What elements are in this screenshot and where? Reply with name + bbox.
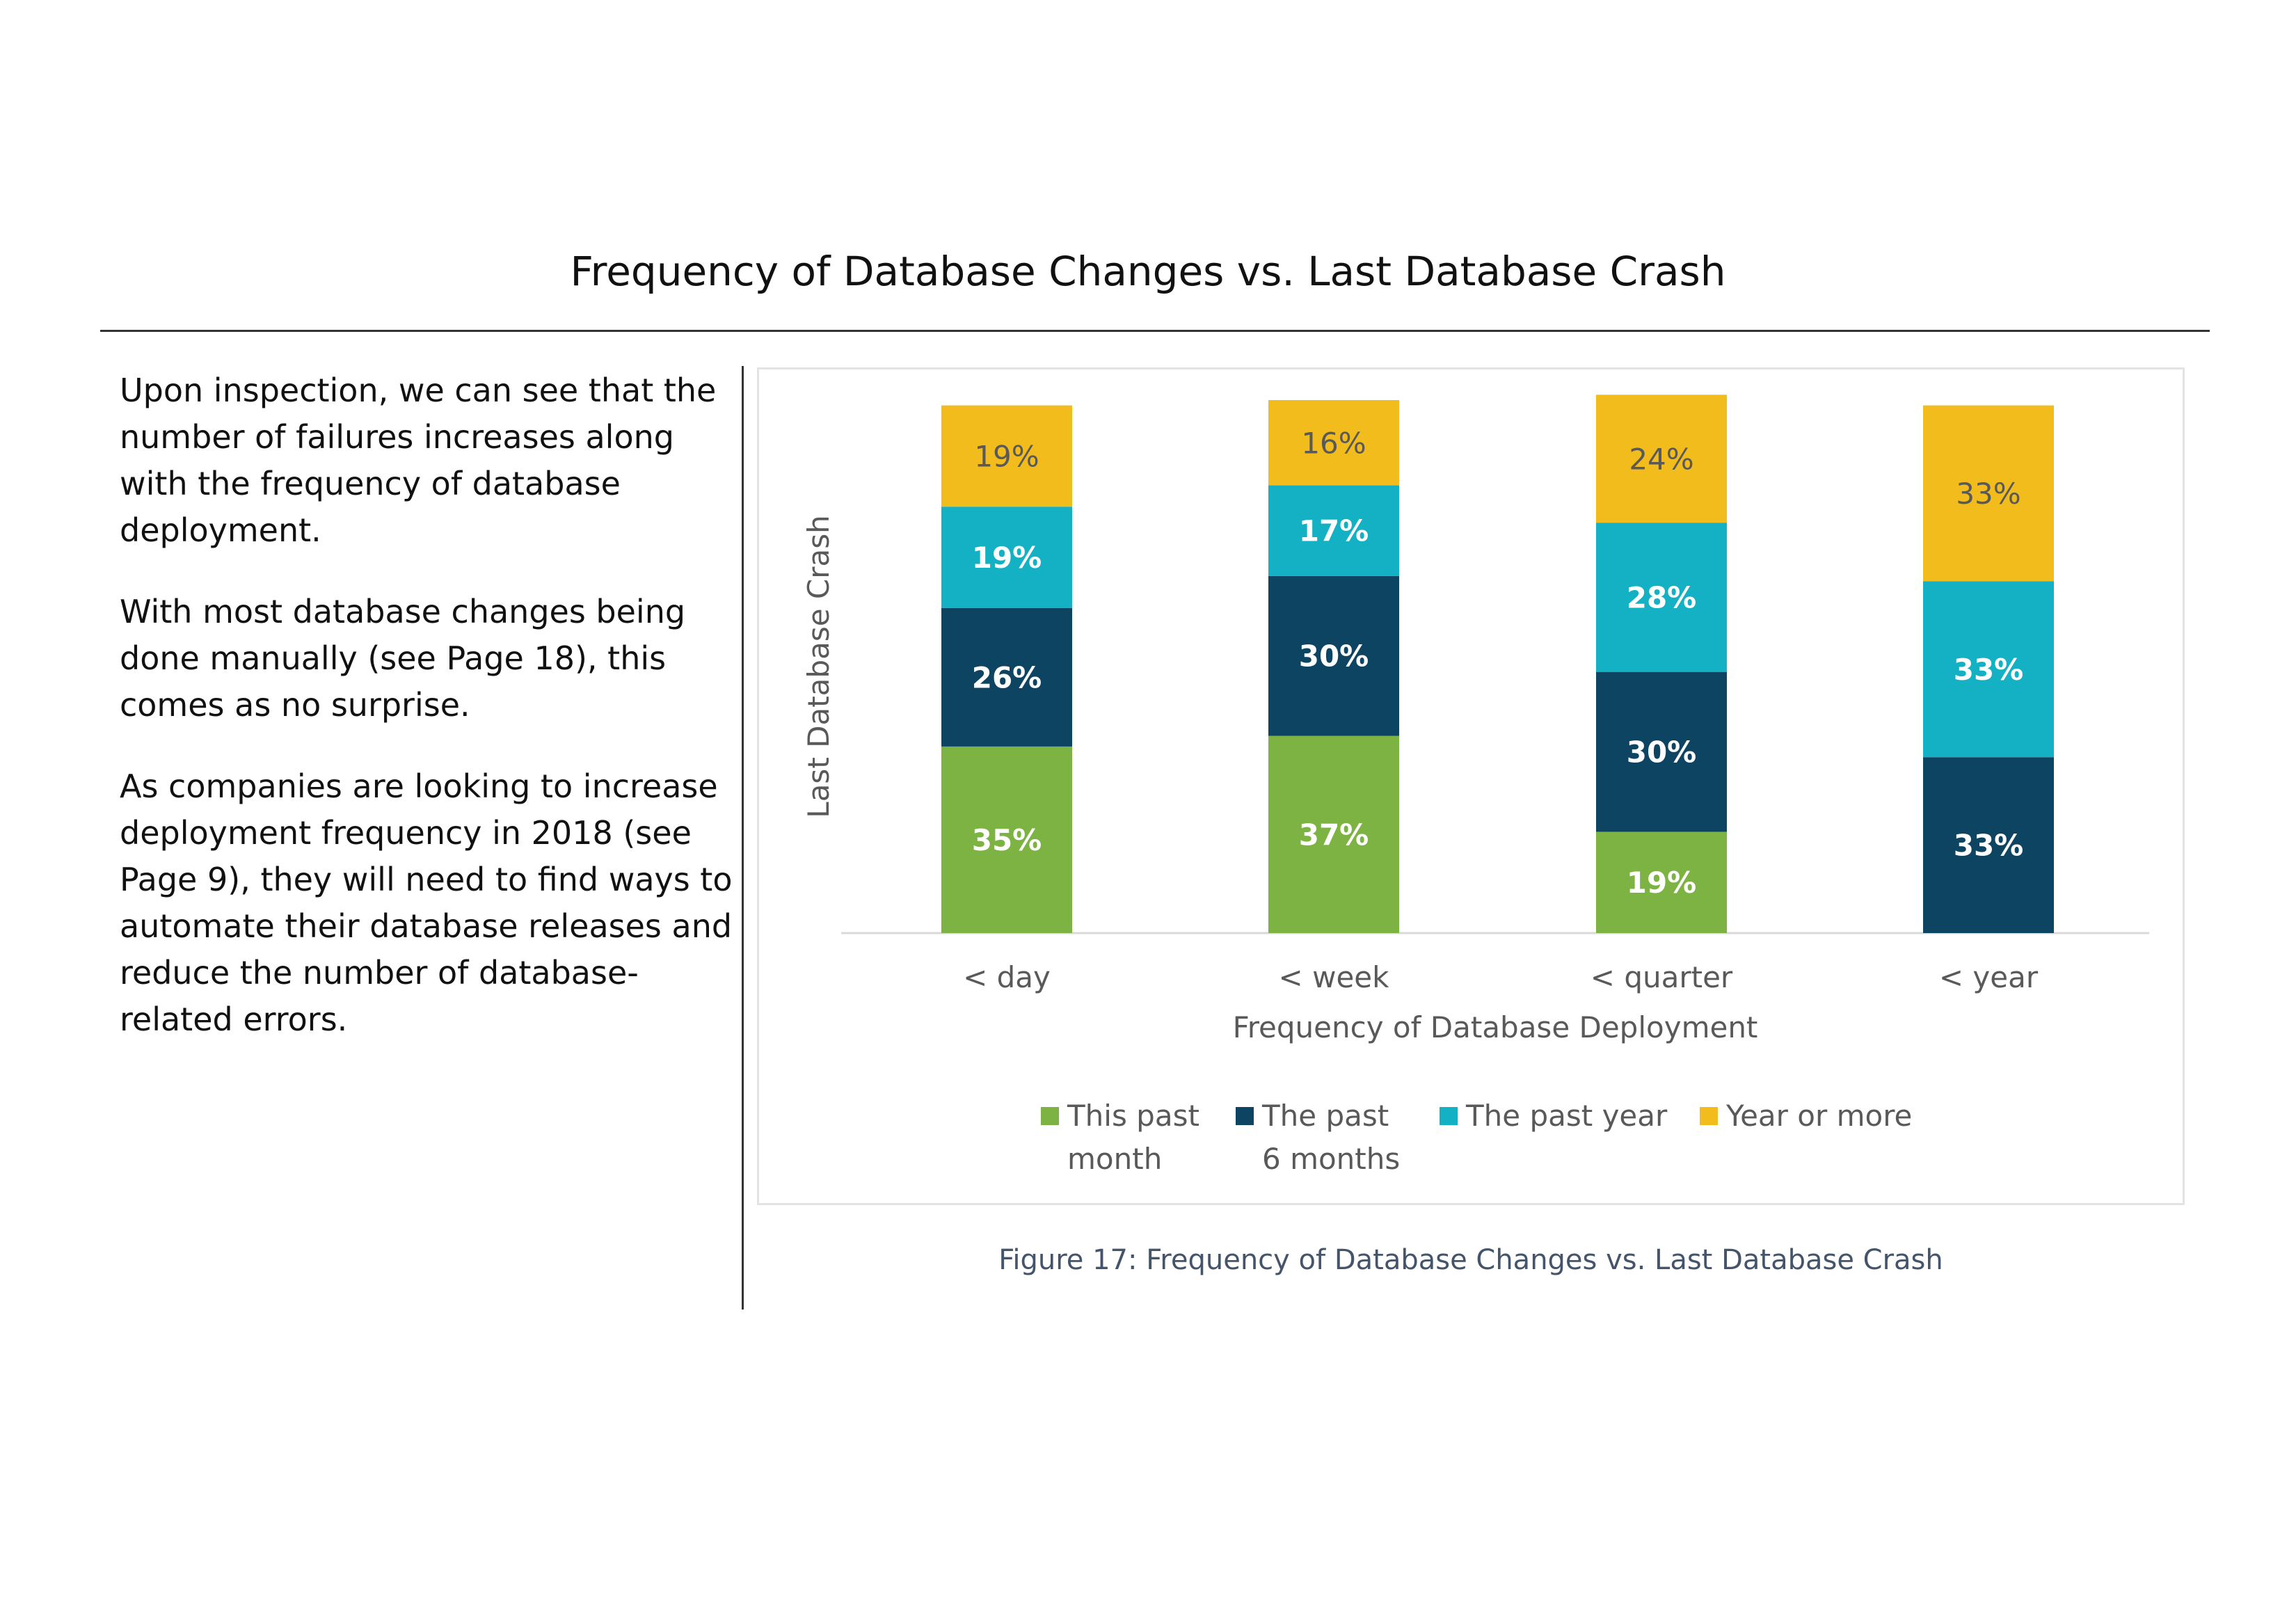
bar-segment-0-1 — [941, 607, 1072, 747]
bar-segment-0-0 — [941, 746, 1072, 933]
x-tick-label: < week — [1279, 960, 1390, 994]
data-label: 19% — [1627, 866, 1697, 900]
bar-segment-3-3 — [1923, 405, 2054, 582]
figure-caption: Figure 17: Frequency of Database Changes… — [998, 1244, 1943, 1276]
legend-label: Year or more — [1725, 1099, 1912, 1133]
legend-swatch — [1440, 1107, 1458, 1125]
legend-swatch — [1700, 1107, 1718, 1125]
bar-segment-1-0 — [1268, 735, 1399, 933]
bar-segment-2-1 — [1596, 671, 1727, 832]
data-label: 30% — [1299, 639, 1369, 674]
data-label: 24% — [1629, 442, 1693, 476]
legend-swatch — [1041, 1107, 1059, 1125]
bar-segment-2-2 — [1596, 523, 1727, 672]
body-text: Upon inspection, we can see that the num… — [120, 367, 739, 1078]
data-label: 30% — [1627, 735, 1697, 770]
bar-segment-0-2 — [941, 507, 1072, 608]
legend-swatch — [1236, 1107, 1254, 1125]
legend-label: 6 months — [1262, 1142, 1400, 1176]
data-label: 33% — [1954, 829, 2024, 863]
data-label: 35% — [972, 823, 1042, 857]
x-tick-label: < day — [963, 960, 1051, 994]
bar-segment-2-0 — [1596, 831, 1727, 933]
x-tick-label: < year — [1939, 960, 2039, 994]
paragraph-3: As companies are looking to increase dep… — [120, 767, 733, 1038]
page-title: Frequency of Database Changes vs. Last D… — [570, 248, 1726, 295]
column-divider — [742, 366, 744, 1309]
paragraph-1: Upon inspection, we can see that the num… — [120, 372, 717, 549]
title-divider — [100, 330, 2210, 332]
legend-label: month — [1067, 1142, 1162, 1176]
data-label: 17% — [1299, 514, 1369, 548]
data-label: 26% — [972, 660, 1042, 694]
data-label: 28% — [1627, 580, 1697, 614]
legend-label: The past — [1261, 1099, 1389, 1133]
x-axis-title: Frequency of Database Deployment — [1233, 1010, 1758, 1044]
bar-segment-1-2 — [1268, 485, 1399, 576]
bar-segment-0-3 — [941, 405, 1072, 507]
y-axis-title: Last Database Crash — [802, 515, 836, 818]
data-label: 19% — [972, 541, 1042, 575]
bar-segment-1-1 — [1268, 575, 1399, 736]
paragraph-2: With most database changes being done ma… — [120, 593, 686, 724]
legend-label: This past — [1067, 1099, 1199, 1133]
bar-segment-2-3 — [1596, 395, 1727, 523]
bar-segment-1-3 — [1268, 400, 1399, 486]
bar-segment-3-2 — [1923, 581, 2054, 758]
legend-label: The past year — [1465, 1099, 1668, 1133]
stacked-bar-chart: 35% 26% 19% 19% < day 37% 30% 17% 16% < week 19% 30… — [802, 395, 2149, 1176]
data-label: 16% — [1301, 426, 1366, 460]
bar-segment-3-1 — [1923, 757, 2054, 933]
data-label: 19% — [974, 439, 1039, 473]
data-label: 33% — [1956, 477, 2020, 511]
chart-frame: 35% 26% 19% 19% < day 37% 30% 17% 16% < week 19% 30… — [757, 367, 2185, 1205]
data-label: 33% — [1954, 653, 2024, 687]
x-tick-label: < quarter — [1591, 960, 1733, 994]
data-label: 37% — [1299, 818, 1369, 852]
